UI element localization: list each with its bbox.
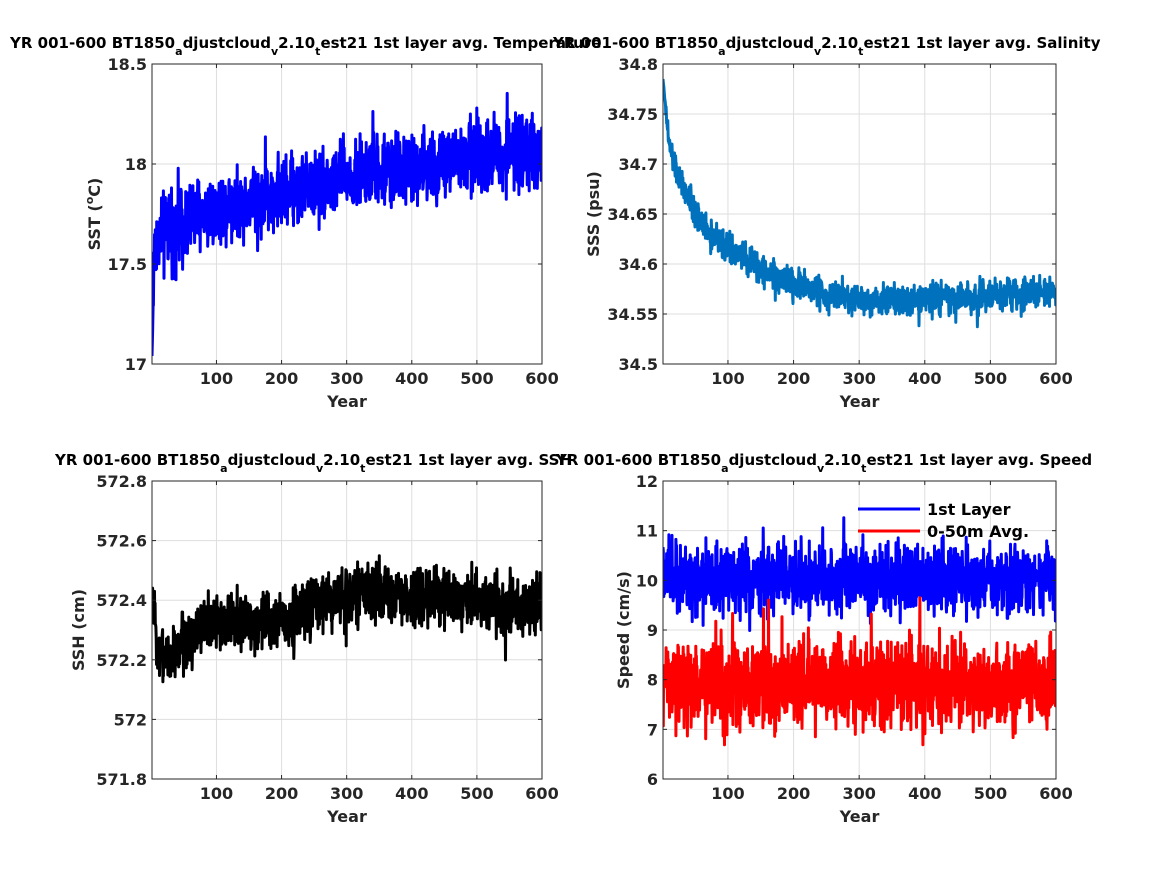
speed-series-line-2 (663, 596, 1056, 747)
title-sst: YR 001-600 BT1850adjustcloudv2.10test21 … (9, 34, 601, 58)
y-tick-label: 34.55 (607, 305, 658, 324)
x-tick-label: 300 (330, 369, 363, 388)
x-tick-label: 300 (842, 369, 875, 388)
subplot-ssh: YR 001-600 BT1850adjustcloudv2.10test21 … (54, 451, 572, 826)
x-tick-label: 200 (777, 369, 810, 388)
x-tick-label: 100 (200, 784, 233, 803)
y-tick-label: 572.2 (96, 651, 147, 670)
x-tick-label: 100 (711, 369, 744, 388)
title-speed: YR 001-600 BT1850adjustcloudv2.10test21 … (555, 451, 1092, 475)
subplot-sst: YR 001-600 BT1850adjustcloudv2.10test21 … (9, 34, 601, 411)
y-tick-label: 6 (647, 770, 658, 789)
x-tick-label: 200 (777, 784, 810, 803)
y-tick-label: 572 (114, 710, 147, 729)
legend-label: 0-50m Avg. (927, 522, 1029, 541)
y-tick-label: 34.65 (607, 205, 658, 224)
x-tick-label: 500 (460, 369, 493, 388)
x-tick-label: 600 (525, 784, 558, 803)
x-tick-label: 400 (908, 784, 941, 803)
speed-y-axis-label: Speed (cm/s) (614, 571, 633, 689)
y-tick-label: 17 (125, 355, 147, 374)
sst-y-axis-label: SST (oC) (83, 178, 104, 251)
x-tick-label: 300 (330, 784, 363, 803)
y-tick-label: 9 (647, 621, 658, 640)
sss-y-axis-label: SSS (psu) (584, 171, 603, 257)
title-ssh: YR 001-600 BT1850adjustcloudv2.10test21 … (54, 451, 572, 475)
ssh-x-axis-label: Year (326, 807, 367, 826)
title-sss: YR 001-600 BT1850adjustcloudv2.10test21 … (552, 34, 1101, 58)
y-tick-label: 34.75 (607, 105, 658, 124)
sst-x-axis-label: Year (326, 392, 367, 411)
subplot-sss: YR 001-600 BT1850adjustcloudv2.10test21 … (552, 34, 1101, 411)
x-tick-label: 200 (265, 369, 298, 388)
x-tick-label: 500 (460, 784, 493, 803)
sst-series-line-1 (152, 91, 542, 357)
y-tick-label: 34.5 (619, 355, 658, 374)
speed-legend: 1st Layer 0-50m Avg. (858, 500, 1029, 541)
sss-grid (663, 64, 1056, 364)
y-tick-label: 11 (636, 522, 658, 541)
speed-series-line-1 (663, 516, 1056, 632)
sss-series-line-1 (663, 78, 1056, 329)
y-tick-label: 10 (636, 571, 658, 590)
y-tick-label: 7 (647, 720, 658, 739)
subplot-speed: YR 001-600 BT1850adjustcloudv2.10test21 … (555, 451, 1092, 826)
x-tick-label: 500 (974, 784, 1007, 803)
y-tick-label: 34.6 (619, 255, 658, 274)
y-tick-label: 18.5 (108, 55, 147, 74)
y-tick-label: 8 (647, 671, 658, 690)
x-tick-label: 600 (1039, 369, 1072, 388)
y-tick-label: 572.6 (96, 532, 147, 551)
ssh-series-line-1 (152, 554, 542, 684)
x-tick-label: 400 (908, 369, 941, 388)
x-tick-label: 300 (842, 784, 875, 803)
legend-label: 1st Layer (927, 500, 1011, 519)
ssh-y-axis-label: SSH (cm) (69, 589, 88, 671)
y-tick-label: 12 (636, 472, 658, 491)
x-tick-label: 100 (200, 369, 233, 388)
sst-grid (152, 64, 542, 364)
y-tick-label: 572.4 (96, 591, 147, 610)
x-tick-label: 400 (395, 369, 428, 388)
y-tick-label: 34.7 (619, 155, 658, 174)
x-tick-label: 500 (974, 369, 1007, 388)
speed-x-axis-label: Year (839, 807, 880, 826)
x-tick-label: 100 (711, 784, 744, 803)
y-tick-label: 18 (125, 155, 147, 174)
y-tick-label: 17.5 (108, 255, 147, 274)
y-tick-label: 34.8 (619, 55, 658, 74)
y-tick-label: 571.8 (96, 770, 147, 789)
x-tick-label: 600 (525, 369, 558, 388)
x-tick-label: 600 (1039, 784, 1072, 803)
y-tick-label: 572.8 (96, 472, 147, 491)
sss-x-axis-label: Year (839, 392, 880, 411)
x-tick-label: 200 (265, 784, 298, 803)
ssh-grid (152, 481, 542, 779)
x-tick-label: 400 (395, 784, 428, 803)
